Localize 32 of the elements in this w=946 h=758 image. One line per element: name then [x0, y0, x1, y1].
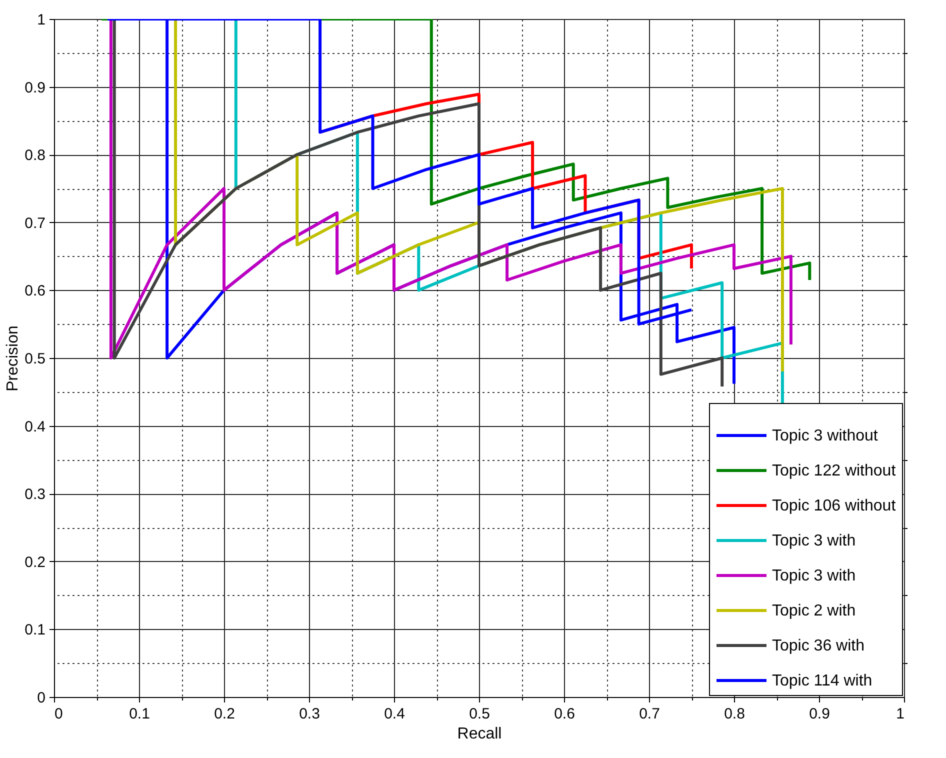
legend-label: Topic 3 with	[772, 532, 856, 550]
x-tick-label: 0.8	[724, 706, 745, 722]
x-tick-label: 0.7	[639, 706, 660, 722]
y-tick-label: 0.8	[24, 147, 46, 164]
x-axis-title: Recall	[457, 726, 502, 742]
y-tick-label: 0.7	[24, 214, 46, 232]
legend-label: Topic 106 without	[772, 498, 896, 514]
x-tick-label: 0.9	[809, 706, 830, 722]
y-tick-label: 0.2	[24, 554, 46, 571]
legend-label: Topic 3 with	[772, 568, 856, 584]
legend-label: Topic 114 with	[772, 672, 872, 690]
legend-label: Topic 122 without	[772, 462, 896, 480]
y-tick-label: 1	[37, 12, 46, 28]
x-tick-label: 0.5	[469, 706, 490, 722]
x-tick-label: 1	[896, 706, 904, 722]
legend-label: Topic 36 with	[772, 638, 864, 654]
x-tick-label: 0.4	[384, 706, 405, 722]
y-tick-label: 0.4	[24, 418, 46, 436]
x-tick-label: 0.6	[554, 706, 575, 722]
legend-label: Topic 3 without	[772, 428, 878, 444]
x-tick-label: 0.2	[214, 706, 235, 722]
y-tick-label: 0.3	[24, 486, 46, 504]
y-tick-label: 0.9	[24, 79, 46, 96]
x-tick-label: 0.1	[129, 706, 150, 722]
y-tick-label: 0.6	[24, 282, 46, 300]
x-tick-label: 0	[54, 706, 63, 722]
legend-label: Topic 2 with	[772, 602, 856, 620]
x-tick-label: 0.3	[299, 706, 320, 722]
y-tick-label: 0.1	[24, 622, 46, 639]
y-tick-label: 0	[37, 690, 46, 706]
y-axis-title: Precision	[4, 326, 22, 392]
y-tick-label: 0.5	[24, 350, 46, 368]
